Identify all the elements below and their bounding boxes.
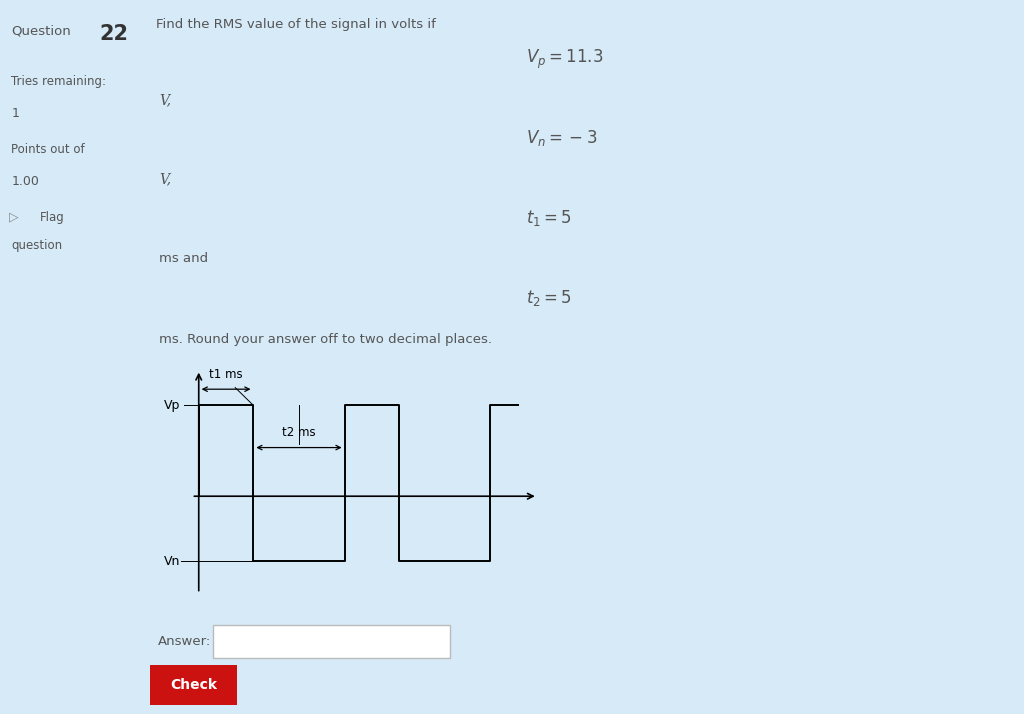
Text: question: question	[11, 239, 62, 252]
Text: V,: V,	[160, 93, 171, 107]
Text: t1 ms: t1 ms	[209, 368, 243, 381]
Text: Check: Check	[170, 678, 217, 692]
Text: $t_1 = 5$: $t_1 = 5$	[526, 208, 572, 228]
Text: $V_n = -3$: $V_n = -3$	[526, 128, 598, 148]
FancyBboxPatch shape	[213, 625, 451, 658]
Text: Question: Question	[11, 25, 71, 38]
FancyBboxPatch shape	[150, 665, 237, 705]
Text: Flag: Flag	[40, 211, 65, 223]
Text: 22: 22	[99, 24, 128, 44]
Text: Vp: Vp	[164, 399, 180, 412]
Text: Find the RMS value of the signal in volts if: Find the RMS value of the signal in volt…	[157, 18, 436, 31]
Text: Points out of: Points out of	[11, 143, 85, 156]
Text: ms. Round your answer off to two decimal places.: ms. Round your answer off to two decimal…	[160, 333, 493, 346]
Text: Answer:: Answer:	[158, 635, 211, 648]
Text: Vn: Vn	[164, 555, 180, 568]
Text: ms and: ms and	[160, 252, 209, 265]
Text: t2 ms: t2 ms	[283, 426, 315, 439]
Text: 1: 1	[11, 107, 19, 120]
Text: $t_2 = 5$: $t_2 = 5$	[526, 288, 572, 308]
Text: V,: V,	[160, 172, 171, 186]
Text: Tries remaining:: Tries remaining:	[11, 75, 106, 88]
Text: ▷: ▷	[8, 211, 18, 223]
Text: $V_p = 11.3$: $V_p = 11.3$	[526, 48, 604, 71]
Text: 1.00: 1.00	[11, 175, 39, 188]
